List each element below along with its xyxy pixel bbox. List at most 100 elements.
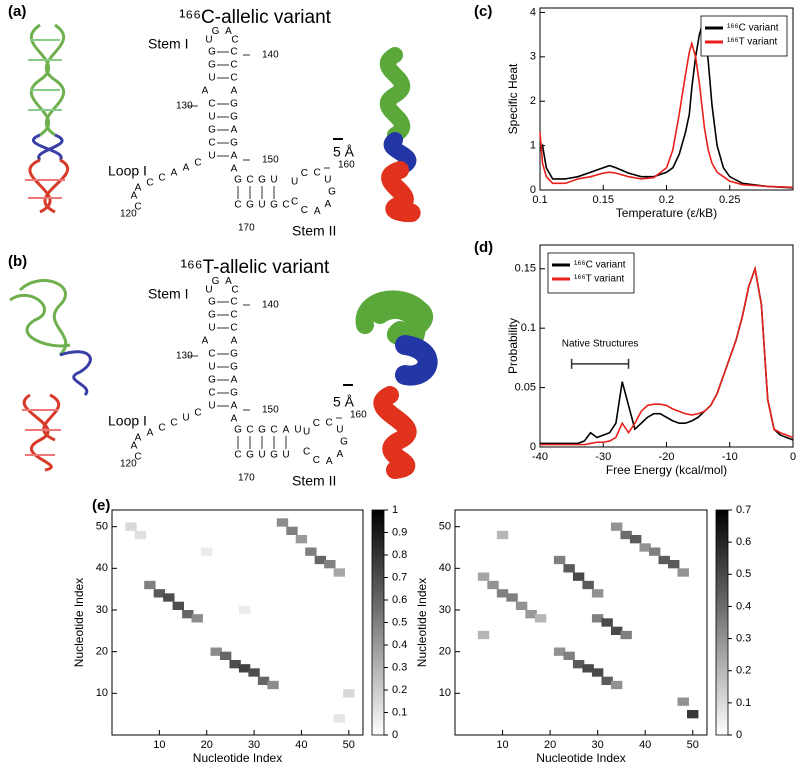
- residue-number: 170: [238, 223, 255, 234]
- nucleotide: U: [208, 362, 215, 373]
- colorbar-tick-label: 0.4: [392, 639, 407, 651]
- panel-label: (d): [474, 239, 493, 256]
- heat-cell: [677, 568, 689, 577]
- panel-label: (c): [474, 3, 492, 20]
- heat-cell: [639, 543, 651, 552]
- nucleotide: G: [230, 349, 238, 360]
- x-tick-label: 40: [639, 739, 651, 751]
- colorbar-tick-label: 0.5: [392, 616, 407, 628]
- y-tick-label: 0: [530, 441, 536, 453]
- heat-cell: [163, 593, 175, 602]
- tube-model-b: [355, 290, 438, 479]
- heat-cell: [687, 710, 699, 719]
- nucleotide: U: [208, 112, 215, 123]
- colorbar-tick-label: 0.7: [392, 571, 407, 583]
- nucleotide: C: [170, 418, 177, 429]
- x-tick-label: 20: [201, 739, 213, 751]
- nucleotide: G: [230, 112, 238, 123]
- nucleotide: U: [208, 73, 215, 84]
- x-tick-label: -10: [722, 451, 738, 463]
- colorbar-tick-label: 0.5: [736, 568, 751, 580]
- colorbar-tick-label: 0.6: [736, 536, 751, 548]
- colorbar-tick-label: 0.7: [736, 504, 751, 516]
- residue-number: 130: [176, 351, 193, 362]
- nucleotide: A: [326, 456, 333, 467]
- heat-cell: [125, 522, 137, 531]
- ribbon-model-a: [25, 23, 69, 214]
- heat-cell: [248, 668, 260, 677]
- colorbar-tick-label: 0.1: [736, 697, 751, 709]
- loop-label: Loop I: [108, 163, 147, 179]
- heat-cell: [610, 680, 623, 690]
- nucleotide: C: [230, 323, 237, 334]
- variant-title: ¹⁶⁶T-allelic variant: [181, 257, 330, 278]
- y-tick-label: 40: [439, 562, 451, 574]
- x-tick-label: 20: [544, 739, 556, 751]
- nucleotide: A: [231, 375, 238, 386]
- nucleotide: G: [246, 450, 254, 461]
- nucleotide: C: [208, 99, 215, 110]
- legend-box: [700, 15, 788, 57]
- heat-cell: [620, 530, 632, 540]
- heat-cell: [343, 689, 355, 698]
- heat-cell: [572, 660, 585, 669]
- colorbar-tick-label: 0.3: [736, 632, 751, 644]
- loop-label: Loop I: [108, 413, 147, 429]
- nucleotide: U: [205, 35, 212, 46]
- residue-number: 120: [120, 459, 137, 470]
- residue-number: 170: [238, 473, 255, 484]
- panel-label: (e): [92, 497, 110, 514]
- x-tick-label: -30: [595, 451, 611, 463]
- nucleotide: C: [326, 417, 333, 428]
- legend-label: ¹⁶⁶C variant: [574, 260, 626, 271]
- heat-cell: [172, 601, 184, 610]
- nucleotide: G: [270, 450, 278, 461]
- nucleotide: A: [231, 164, 238, 175]
- nucleotide: G: [212, 26, 220, 37]
- colorbar: [715, 509, 729, 736]
- heat-cell: [601, 676, 613, 685]
- x-tick-label: -40: [532, 451, 548, 463]
- nucleotide: A: [225, 26, 232, 37]
- x-axis-label: Nucleotide Index: [193, 751, 282, 765]
- y-tick-label: 2: [530, 95, 536, 107]
- y-tick-label: 50: [96, 521, 108, 533]
- colorbar-tick-label: 0.2: [736, 665, 751, 677]
- x-tick-label: 0.2: [659, 194, 674, 206]
- heat-cell: [305, 547, 317, 556]
- heat-cell: [496, 589, 509, 598]
- nucleotide: C: [208, 138, 215, 149]
- nucleotide: G: [230, 99, 238, 110]
- heat-cell: [534, 614, 547, 623]
- nucleotide: A: [231, 151, 238, 162]
- nucleotide: C: [230, 60, 237, 71]
- nucleotide: A: [202, 86, 209, 97]
- nucleotide: C: [314, 167, 321, 178]
- nucleotide: C: [208, 349, 215, 360]
- heat-cell: [668, 560, 680, 569]
- nucleotide: G: [230, 388, 238, 399]
- plot-frame: [111, 509, 364, 736]
- y-tick-label: 50: [439, 521, 451, 533]
- colorbar-tick-label: 0.8: [392, 549, 407, 561]
- nucleotide: A: [325, 199, 332, 210]
- heat-cell: [601, 618, 613, 627]
- nucleotide: G: [246, 200, 254, 211]
- x-tick-label: 50: [687, 739, 699, 751]
- legend-label: ¹⁶⁶T variant: [727, 37, 778, 48]
- y-tick-label: 10: [439, 687, 451, 699]
- heat-cell: [591, 668, 604, 677]
- colorbar-tick-label: 0.2: [392, 684, 407, 696]
- residue-number: 120: [120, 209, 137, 220]
- heat-cell: [201, 547, 213, 556]
- x-tick-label: 30: [248, 739, 260, 751]
- nucleotide: C: [230, 73, 237, 84]
- heat-cell: [677, 697, 689, 706]
- y-axis-label: Nucleotide Index: [415, 578, 429, 667]
- heat-cell: [324, 560, 336, 569]
- heat-cell: [182, 610, 194, 619]
- nucleotide: C: [246, 425, 253, 436]
- nucleotide: A: [135, 433, 142, 444]
- colorbar-tick-label: 0: [736, 729, 742, 741]
